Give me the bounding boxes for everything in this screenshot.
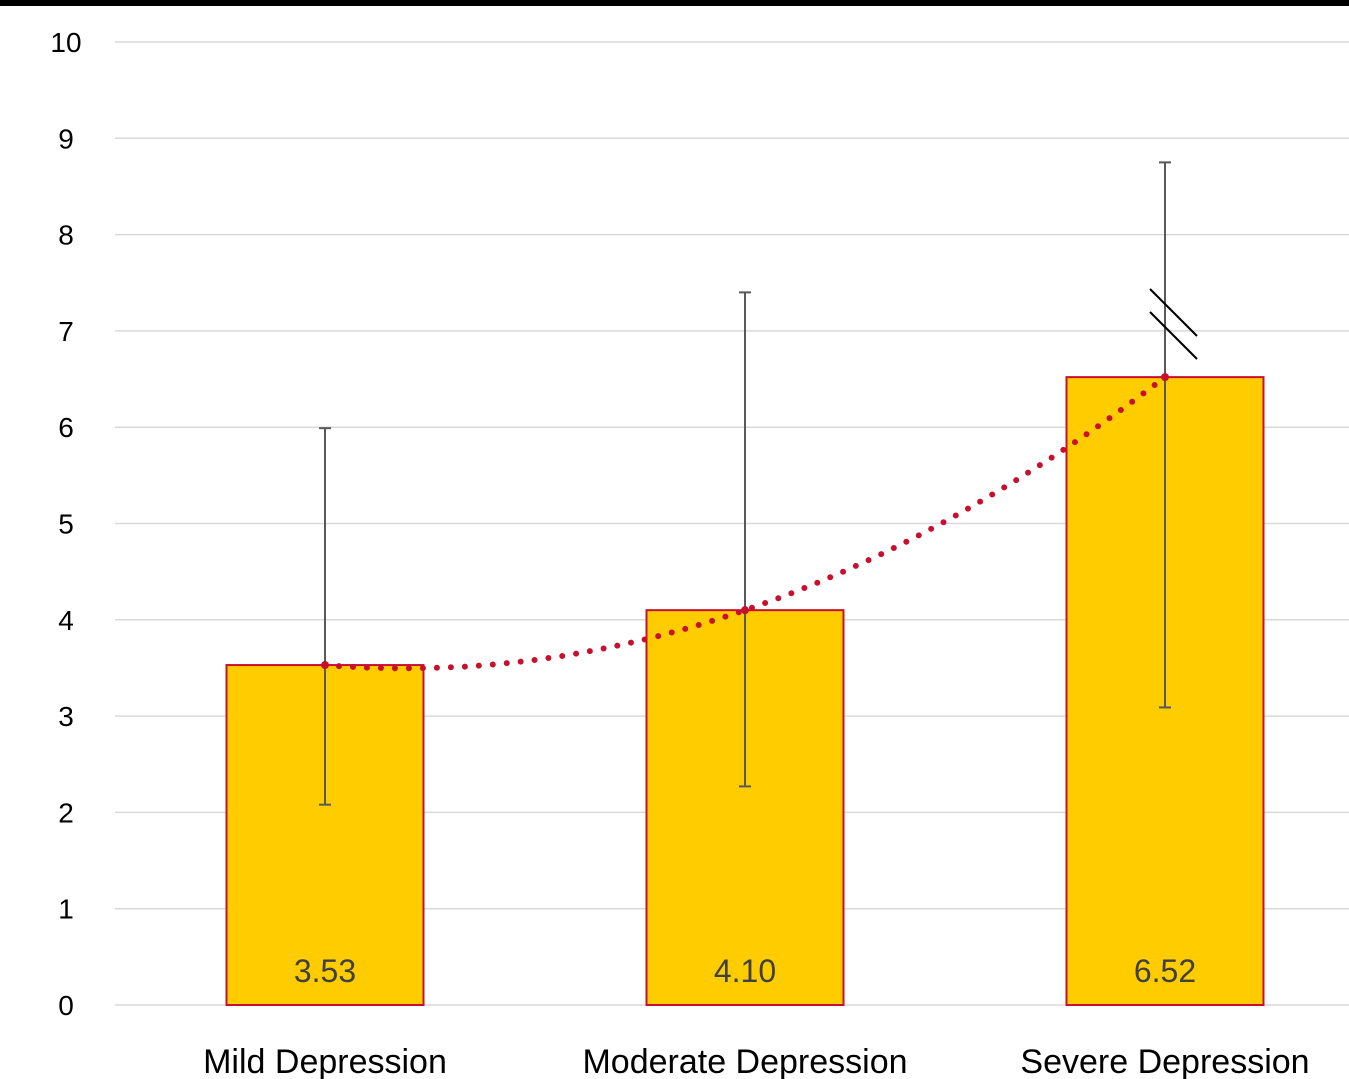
x-tick-label-2: Severe Depression	[1020, 1043, 1309, 1079]
break-mark-2	[1149, 311, 1198, 360]
y-tick-label-9: 9	[58, 123, 74, 154]
y-tick-label-6: 6	[58, 412, 74, 443]
trendline-point-1	[741, 606, 749, 615]
y-tick-label-7: 7	[58, 316, 74, 347]
x-axis-category-labels: Mild Depression Moderate Depression Severe…	[203, 1043, 1309, 1079]
break-mark-1	[1149, 288, 1198, 337]
y-tick-label-4: 4	[58, 605, 74, 636]
y-tick-label-2: 2	[58, 797, 74, 828]
x-tick-label-1: Moderate Depression	[582, 1043, 907, 1079]
break-marker	[1149, 288, 1198, 360]
y-tick-label-0: 0	[58, 990, 74, 1021]
y-tick-label-8: 8	[58, 220, 74, 251]
data-label-1: 4.10	[714, 953, 776, 989]
y-axis-tick-labels: 0 1 2 3 4 5 6 7 8 9 10	[50, 27, 81, 1021]
y-tick-label-10: 10	[50, 27, 81, 58]
y-tick-label-1: 1	[58, 894, 74, 925]
x-tick-label-0: Mild Depression	[203, 1043, 447, 1079]
data-label-2: 6.52	[1134, 953, 1196, 989]
trendline-point-2	[1161, 373, 1169, 382]
data-label-0: 3.53	[294, 953, 356, 989]
y-tick-label-5: 5	[58, 509, 74, 540]
trendline-path	[322, 374, 1168, 672]
trendline-point-0	[321, 661, 329, 670]
error-bars	[319, 161, 1171, 806]
data-labels: 3.53 4.10 6.52	[294, 953, 1196, 989]
trendline	[321, 373, 1169, 672]
top-rule	[0, 0, 1349, 6]
y-tick-label-3: 3	[58, 701, 74, 732]
